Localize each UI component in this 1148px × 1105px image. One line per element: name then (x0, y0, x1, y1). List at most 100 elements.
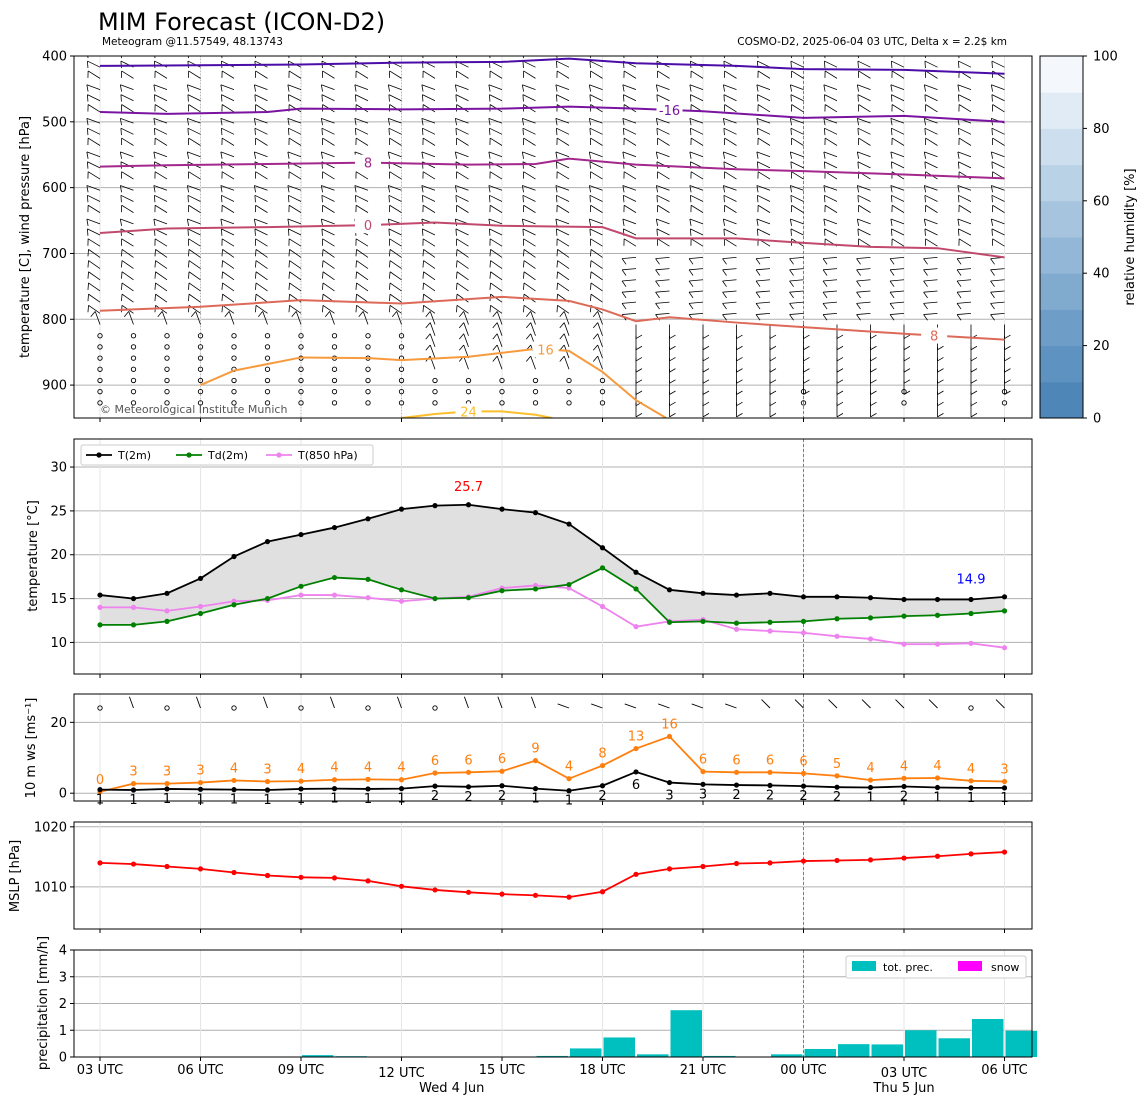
wind-barb (322, 171, 335, 180)
precip-bar (637, 1054, 669, 1057)
temperature-point (834, 594, 840, 600)
calm-wind-marker (365, 400, 371, 406)
wind-barb (891, 127, 905, 136)
wind-barb (322, 204, 335, 213)
wind-barb (702, 402, 710, 418)
wind-barb (923, 268, 938, 276)
temperature-point (934, 596, 941, 603)
legend-box (80, 444, 374, 466)
wind-barb (425, 322, 436, 336)
wind-barb (388, 228, 402, 236)
wind-point (1001, 778, 1008, 785)
wind-barb (823, 84, 838, 92)
wind-barb (322, 249, 335, 258)
wind-barb (492, 322, 503, 336)
wind-point (1001, 785, 1008, 791)
colorbar-band (1040, 92, 1083, 129)
wind-barb (736, 402, 743, 418)
wind-barb (87, 271, 101, 281)
wind-barb (623, 171, 637, 180)
wind-barb (257, 311, 268, 325)
temperature-series-line (100, 566, 1005, 626)
wind-barb (556, 204, 570, 213)
wind-barb (556, 161, 570, 169)
pressure-background (74, 56, 1032, 418)
temperature-point (968, 596, 974, 603)
wind-barb (689, 218, 704, 226)
wind-barb (722, 268, 737, 276)
wind-barb (755, 257, 771, 265)
calm-wind-marker (1001, 400, 1008, 406)
wind-barb (492, 311, 503, 325)
wind-barb (958, 161, 972, 169)
wind-barb (322, 271, 335, 281)
wind-barb (456, 238, 469, 247)
wind-barb (858, 104, 871, 113)
wind-barb (924, 56, 938, 59)
wind-barb (523, 204, 536, 213)
wind-barb (655, 117, 670, 126)
legend-entry: T(2m) (117, 449, 151, 462)
wind-barb (623, 238, 637, 247)
wind-barb (458, 311, 469, 325)
temperature-point (532, 586, 539, 592)
wind-barb (789, 84, 804, 92)
wind-barb (119, 151, 134, 159)
wind-barb (288, 137, 302, 146)
isotherm-label: 8 (930, 330, 938, 345)
pressure-frame (73, 55, 1033, 419)
wind-barb (769, 402, 777, 418)
wind-barb (157, 311, 168, 325)
calm-wind-marker (231, 377, 237, 384)
wind-barb (621, 279, 637, 287)
wind-barb (221, 249, 235, 258)
wind-barb (990, 151, 1005, 159)
wind-barb (824, 194, 838, 203)
wind-barb (221, 56, 234, 59)
surface-wind-barb (691, 703, 704, 709)
wind-barb (154, 104, 168, 113)
calm-wind-marker (164, 366, 170, 372)
surface-wind-barb (195, 696, 201, 709)
wind-barb (389, 304, 402, 314)
wind-barb (119, 84, 134, 92)
wind-barb (87, 104, 101, 113)
wind-barb (488, 117, 503, 126)
calm-wind-marker (398, 377, 405, 384)
wind-point (532, 785, 539, 792)
temperature-point (700, 618, 706, 624)
wind-barb (120, 94, 134, 102)
wind-barb (422, 238, 436, 247)
wind-barb (757, 127, 771, 136)
wind-barb (354, 185, 369, 193)
mslp-point (867, 857, 874, 863)
isotherm-line (99, 157, 1005, 180)
wind-barb (523, 304, 536, 314)
calm-wind-marker (264, 333, 271, 339)
wind-barb (790, 56, 804, 59)
wind-barb (891, 204, 905, 213)
wind-value-label: 3 (1000, 763, 1008, 778)
wind-barb (990, 84, 1005, 92)
wind-barb (824, 94, 838, 102)
wind-barb (187, 56, 201, 59)
wind-barb (86, 84, 101, 92)
wind-barb (757, 70, 771, 79)
mslp-point (700, 863, 706, 870)
temperature-point (465, 502, 472, 508)
temperature-legend: T(2m) Td(2m) T(850 hPa) (80, 444, 374, 466)
wind-point (398, 777, 405, 783)
wind-barb (489, 137, 503, 146)
wind-barb (990, 279, 1005, 287)
wind-barb (87, 204, 101, 213)
calm-wind-marker (331, 333, 338, 339)
wind-barb (489, 271, 503, 281)
temperature-point (130, 622, 137, 628)
calm-wind-marker (365, 377, 371, 384)
calm-wind-marker (499, 377, 505, 384)
temperature-point (767, 628, 773, 634)
calm-wind-marker (231, 355, 237, 361)
wind-barb (421, 151, 436, 159)
wind-barb (690, 56, 703, 59)
mslp-point (465, 889, 472, 895)
